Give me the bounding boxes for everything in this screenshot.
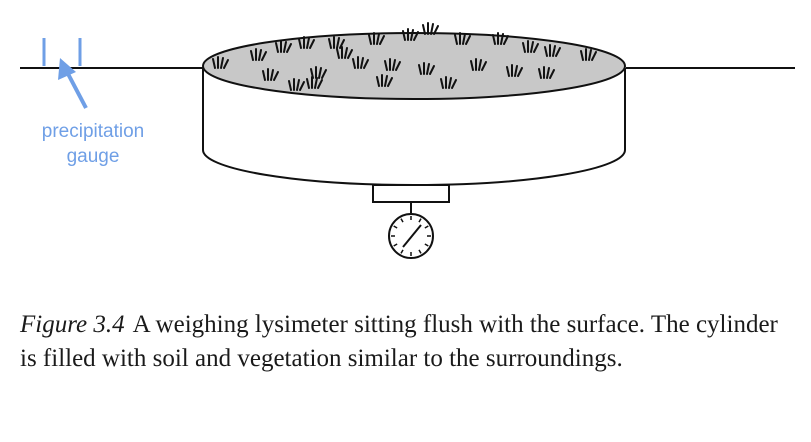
grass-tuft xyxy=(418,62,435,75)
scale-dial xyxy=(388,213,434,259)
lysimeter-diagram: precipitation gauge xyxy=(20,22,795,259)
grass-tuft xyxy=(310,66,327,79)
grass-tuft xyxy=(580,48,597,61)
gauge-label-line1: precipitation xyxy=(42,121,144,142)
grass-tuft xyxy=(538,66,555,79)
dial-tick xyxy=(393,243,398,247)
lysimeter-cylinder xyxy=(202,22,626,186)
grass-tuft xyxy=(328,36,345,49)
grass-tuft xyxy=(250,48,267,61)
figure-caption: Figure 3.4 A weighing lysimeter sitting f… xyxy=(20,308,795,376)
grass-tuft xyxy=(402,28,419,41)
grass-tuft xyxy=(376,74,393,87)
grass-tuft xyxy=(492,32,509,45)
grass-tuft xyxy=(352,56,369,69)
grass-tuft xyxy=(422,22,439,35)
grass-tuft xyxy=(470,58,487,71)
dial-tick xyxy=(424,243,429,247)
grass-tuft xyxy=(306,76,323,89)
grass-tuft xyxy=(262,68,279,81)
dial-needle xyxy=(402,224,422,248)
grass-tuft xyxy=(368,32,385,45)
dial-tick xyxy=(418,249,422,254)
grass-tuft xyxy=(336,46,353,59)
grass-tuft xyxy=(212,56,229,69)
grass-tuft xyxy=(275,40,292,53)
grass-tuft xyxy=(384,58,401,71)
grass-tuft xyxy=(298,36,315,49)
grass-tuft xyxy=(506,64,523,77)
dial-tick xyxy=(393,225,398,229)
gauge-arrow xyxy=(58,58,88,109)
grass-tuft xyxy=(544,44,561,57)
grass-tuft xyxy=(440,76,457,89)
dial-tick xyxy=(400,249,404,254)
soil-surface xyxy=(202,32,626,100)
dial-tick xyxy=(400,218,404,223)
precipitation-gauge xyxy=(42,38,82,66)
gauge-label-line2: gauge xyxy=(67,146,120,167)
vegetation xyxy=(212,22,597,91)
figure-number: Figure 3.4 xyxy=(20,311,125,338)
dial-tick xyxy=(418,218,422,223)
grass-tuft xyxy=(288,78,305,91)
grass-tuft xyxy=(522,40,539,53)
caption-text: A weighing lysimeter sitting flush with … xyxy=(20,311,778,372)
grass-tuft xyxy=(454,32,471,45)
dial-tick xyxy=(424,225,429,229)
scale-platform xyxy=(372,184,450,203)
